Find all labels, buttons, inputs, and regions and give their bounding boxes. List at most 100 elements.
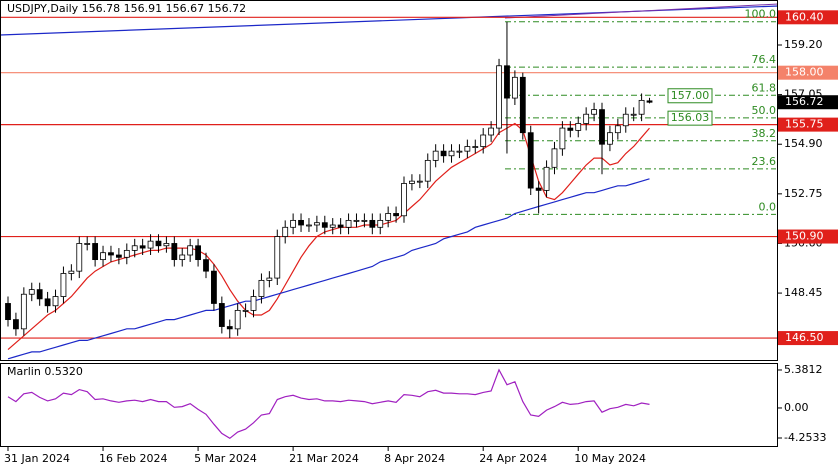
candle-body [155, 240, 162, 247]
candle-body [440, 150, 447, 157]
fib-label: 23.6 [752, 155, 777, 168]
candle-body [187, 245, 194, 256]
candle-body [131, 245, 138, 251]
candle-body [329, 224, 336, 228]
y-tick-label: 148.45 [784, 286, 823, 299]
candle-body [313, 222, 320, 226]
y-tick-label: 154.90 [784, 137, 823, 150]
candle-body [543, 166, 550, 191]
plot-frame [0, 0, 778, 361]
candle-body [171, 243, 178, 261]
candle-body [551, 148, 558, 168]
candle-body [108, 252, 114, 256]
candle-body [511, 76, 518, 99]
price-tag [778, 65, 838, 80]
candle-body [614, 125, 621, 134]
candle-body [535, 187, 542, 191]
candle-body [432, 150, 439, 161]
candle-body [456, 150, 463, 153]
indicator-frame [0, 363, 778, 447]
candle-body [92, 243, 99, 261]
x-tick-label: 10 May 2024 [574, 452, 646, 465]
candle-body [258, 279, 265, 297]
price-tag [778, 117, 838, 132]
channel-line [504, 3, 779, 19]
y-tick-label: 152.75 [784, 187, 823, 200]
candle-body [282, 226, 289, 237]
candle-body [369, 219, 376, 228]
candle-body [377, 219, 384, 228]
candle-body [20, 293, 27, 330]
candle-body [123, 249, 130, 258]
fib-label: 38.2 [752, 127, 777, 140]
candle-body [464, 146, 471, 152]
price-tag [778, 331, 838, 346]
candle-body [115, 254, 122, 258]
candle-body [13, 319, 19, 330]
price-tag [778, 229, 838, 244]
fib-label: 100.0 [745, 8, 777, 21]
candle-body [504, 65, 510, 99]
candle-body [527, 132, 534, 189]
candle-body [401, 183, 407, 217]
candle-body [472, 146, 479, 148]
x-tick-label: 31 Jan 2024 [4, 452, 70, 465]
candle-body [28, 289, 35, 295]
level-box-label: 157.00 [671, 89, 710, 102]
candle-body [575, 123, 582, 131]
candle-body [84, 243, 91, 245]
level-box [667, 110, 713, 126]
candle-body [448, 150, 455, 157]
candle-body [44, 298, 51, 307]
candle-body [242, 309, 249, 312]
candle-body [591, 109, 597, 115]
candle-body [337, 224, 344, 228]
candle-body [416, 180, 423, 183]
x-tick-label: 16 Feb 2024 [99, 452, 167, 465]
candle-body [409, 180, 415, 184]
candle-body [630, 113, 637, 116]
candle-body [424, 159, 431, 182]
price-tag-label: 156.72 [785, 95, 824, 108]
x-tick-label: 21 Mar 2024 [289, 452, 359, 465]
candle-body [250, 296, 257, 311]
fib-label: 76.4 [752, 53, 777, 66]
y-tick-label: 5.3812 [784, 363, 823, 376]
candle-body [163, 243, 170, 247]
candle-body [203, 259, 209, 272]
x-tick-label: 5 Mar 2024 [194, 452, 257, 465]
candle-body [234, 309, 241, 330]
price-tag [778, 95, 838, 110]
price-tag [778, 10, 838, 25]
price-tag-label: 160.40 [785, 10, 824, 23]
moving-average [7, 178, 650, 360]
y-tick-label: -4.2533 [784, 431, 826, 444]
fib-label: 0.0 [759, 200, 777, 213]
candle-body [52, 296, 59, 307]
chart-title: USDJPY,Daily 156.78 156.91 156.67 156.72 [7, 2, 246, 15]
price-tag-label: 158.00 [785, 66, 824, 79]
candle-body [559, 127, 566, 150]
candle-body [36, 289, 43, 300]
candle-body [218, 303, 225, 327]
level-box [667, 88, 713, 104]
x-tick-label: 24 Apr 2024 [479, 452, 547, 465]
candle-body [306, 224, 312, 227]
moving-average [7, 122, 650, 351]
price-tag-label: 146.50 [785, 331, 824, 344]
candle-body [622, 113, 629, 127]
candle-body [68, 270, 75, 274]
candle-body [60, 273, 67, 297]
fib-label: 50.0 [752, 104, 777, 117]
candle-body [393, 213, 399, 217]
candle-body [179, 254, 186, 261]
indicator-title: Marlin 0.5320 [7, 365, 83, 378]
candle-body [211, 270, 217, 304]
level-box-label: 156.03 [671, 111, 710, 124]
candle-body [100, 252, 106, 261]
candle-body [480, 134, 487, 147]
candle-body [567, 127, 574, 131]
candle-body [226, 326, 233, 330]
